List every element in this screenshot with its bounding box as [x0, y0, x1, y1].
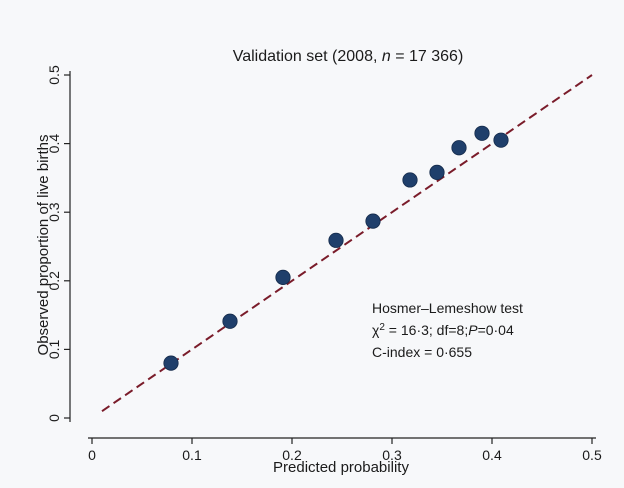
data-point-7	[451, 140, 467, 156]
annotation-test-name: Hosmer–Lemeshow test	[372, 300, 523, 316]
data-point-1	[222, 313, 238, 329]
y-tick-label-0: 0	[46, 414, 62, 422]
data-point-4	[365, 213, 381, 229]
chart-title: Validation set (2008, n = 17 366)	[233, 48, 464, 65]
axis-ticks: 0 0.1 0.2 0.3 0.4 0.5 0 0.1 0.2 0.3 0.4 0.5	[46, 65, 602, 463]
y-tick-label-3: 0.3	[46, 202, 62, 222]
data-point-6	[429, 164, 445, 181]
axes	[69, 71, 596, 439]
data-point-0	[163, 355, 179, 371]
x-tick-label-3: 0.3	[382, 447, 402, 463]
annotation-c-index: C-index = 0·655	[372, 344, 472, 360]
y-tick-label-2: 0.2	[46, 271, 62, 291]
reference-line-group	[101, 74, 593, 412]
data-point-3	[328, 232, 344, 248]
data-point-9	[493, 132, 509, 148]
data-points	[163, 125, 509, 371]
y-axis-label: Observed proportion of live births	[35, 135, 52, 356]
x-tick-label-4: 0.4	[482, 447, 502, 463]
y-tick-label-1: 0.1	[46, 339, 62, 359]
y-tick-label-5: 0.5	[46, 65, 62, 85]
data-point-2	[275, 269, 291, 285]
y-tick-label-4: 0.4	[46, 134, 62, 154]
x-tick-label-2: 0.2	[282, 447, 302, 463]
x-axis-label: Predicted probability	[273, 459, 409, 476]
test-annotation: Hosmer–Lemeshow test χ2 = 16·3; df=8;P=0…	[372, 300, 523, 360]
data-point-5	[402, 172, 418, 188]
x-tick-label-5: 0.5	[582, 447, 602, 463]
x-tick-label-1: 0.1	[182, 447, 202, 463]
data-point-8	[474, 125, 490, 141]
x-tick-label-0: 0	[88, 447, 96, 463]
annotation-statistics: χ2 = 16·3; df=8;P=0·04	[372, 322, 514, 339]
reference-line	[101, 74, 593, 412]
